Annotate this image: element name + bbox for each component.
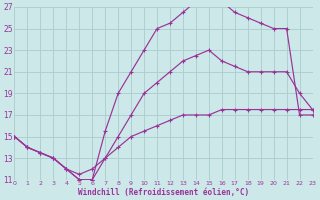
X-axis label: Windchill (Refroidissement éolien,°C): Windchill (Refroidissement éolien,°C) [78,188,249,197]
